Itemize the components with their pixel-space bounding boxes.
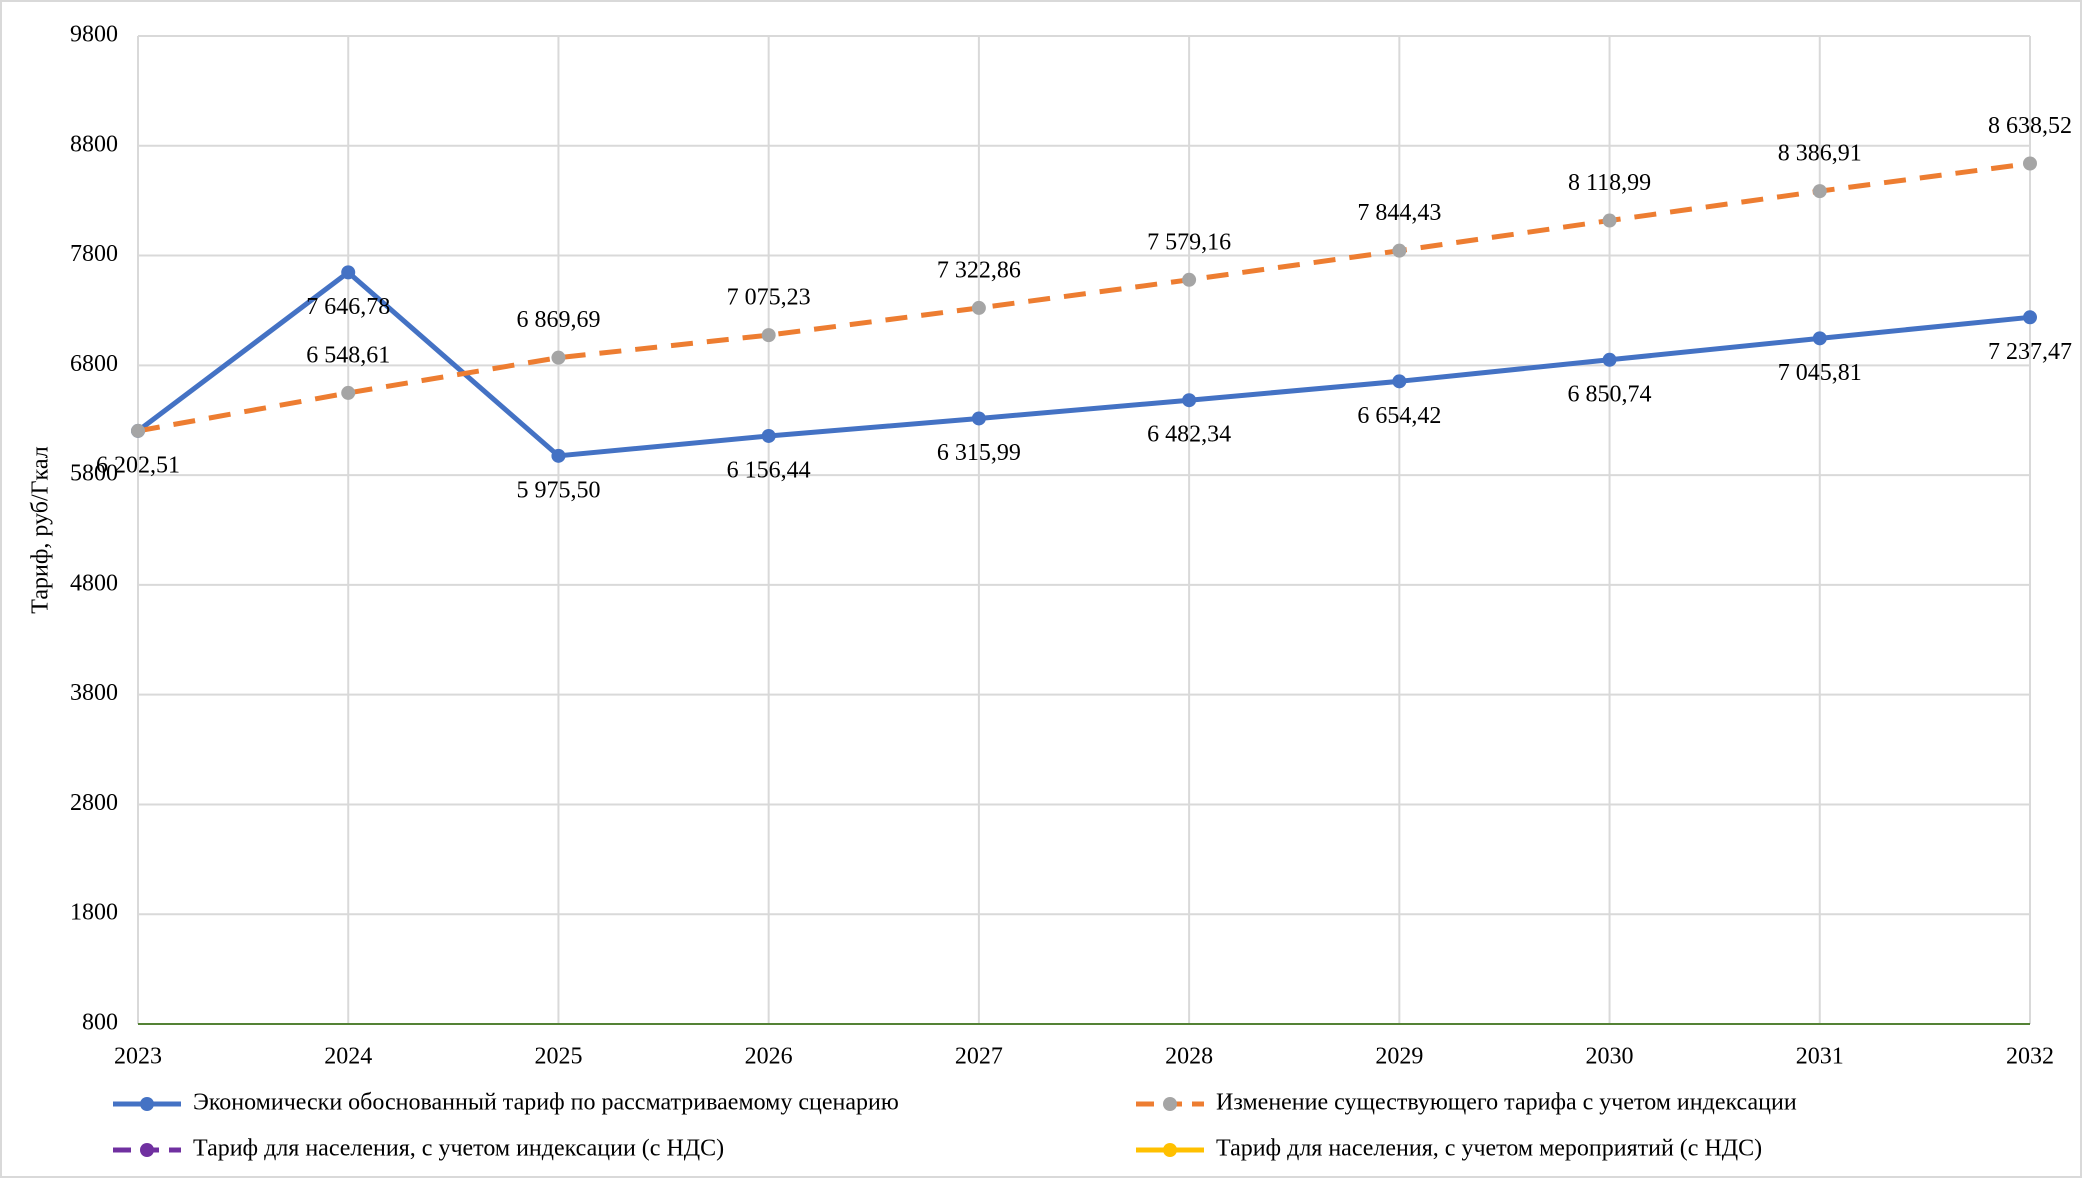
data-label: 6 315,99 [937,440,1021,466]
marker [761,328,776,343]
data-label: 6 869,69 [516,307,600,333]
y-tick-label: 9800 [70,22,118,48]
data-label: 8 386,91 [1778,141,1862,167]
data-label: 7 075,23 [727,285,811,311]
data-label: 7 045,81 [1778,360,1862,386]
marker [1182,272,1197,287]
data-label: 6 654,42 [1357,403,1441,429]
y-tick-label: 800 [82,1010,118,1036]
data-label: 7 844,43 [1357,200,1441,226]
legend-label: Изменение существующего тарифа с учетом … [1216,1090,1797,1116]
legend-label: Тариф для населения, с учетом мероприяти… [1216,1136,1762,1162]
marker [1182,393,1197,408]
marker [131,423,145,438]
marker [761,428,776,443]
marker [1812,184,1827,199]
data-label: 6 482,34 [1147,422,1231,448]
legend-marker [1163,1097,1177,1111]
data-label: 6 156,44 [727,457,811,483]
y-tick-label: 2800 [70,790,118,816]
x-tick-label: 2032 [2006,1044,2054,1070]
marker [971,411,986,426]
y-tick-label: 8800 [70,131,118,157]
x-tick-label: 2024 [324,1044,372,1070]
marker [2023,156,2037,171]
data-label: 8 118,99 [1568,170,1651,196]
marker [1602,352,1617,367]
marker [1602,213,1617,228]
data-label: 6 548,61 [306,342,390,368]
y-tick-label: 3800 [70,680,118,706]
y-tick-label: 4800 [70,570,118,596]
marker [341,265,356,280]
marker [2023,310,2037,325]
y-tick-label: 7800 [70,241,118,267]
legend-marker [140,1143,154,1157]
data-label: 8 638,52 [1988,113,2072,139]
y-tick-label: 5800 [70,461,118,487]
y-axis-label: Тариф, руб/Гкал [28,446,54,613]
data-label: 5 975,50 [516,477,600,503]
legend-marker [140,1097,154,1111]
data-label: 6 850,74 [1568,381,1652,407]
series-line [137,161,2031,434]
marker [1392,243,1407,258]
x-tick-label: 2028 [1165,1044,1213,1070]
x-tick-label: 2029 [1375,1044,1423,1070]
marker [551,350,566,365]
legend-marker [1163,1143,1177,1157]
y-tick-label: 6800 [70,351,118,377]
data-label: 7 322,86 [937,257,1021,283]
legend-label: Тариф для населения, с учетом индексации… [193,1136,724,1162]
marker [1812,331,1827,346]
x-tick-label: 2027 [955,1044,1003,1070]
marker [551,448,566,463]
x-tick-label: 2030 [1586,1044,1634,1070]
legend-label: Экономически обоснованный тариф по рассм… [193,1090,899,1116]
data-label: 7 646,78 [306,294,390,320]
x-tick-label: 2023 [114,1044,162,1070]
y-tick-label: 1800 [70,900,118,926]
data-label: 7 579,16 [1147,229,1231,255]
x-tick-label: 2025 [534,1044,582,1070]
x-tick-label: 2031 [1796,1044,1844,1070]
series-line [136,269,2031,459]
data-label: 7 237,47 [1988,339,2072,365]
marker [341,385,356,400]
x-tick-label: 2026 [745,1044,793,1070]
data-label: 6 202,51 [96,452,180,478]
marker [1392,374,1407,389]
marker [971,300,986,315]
